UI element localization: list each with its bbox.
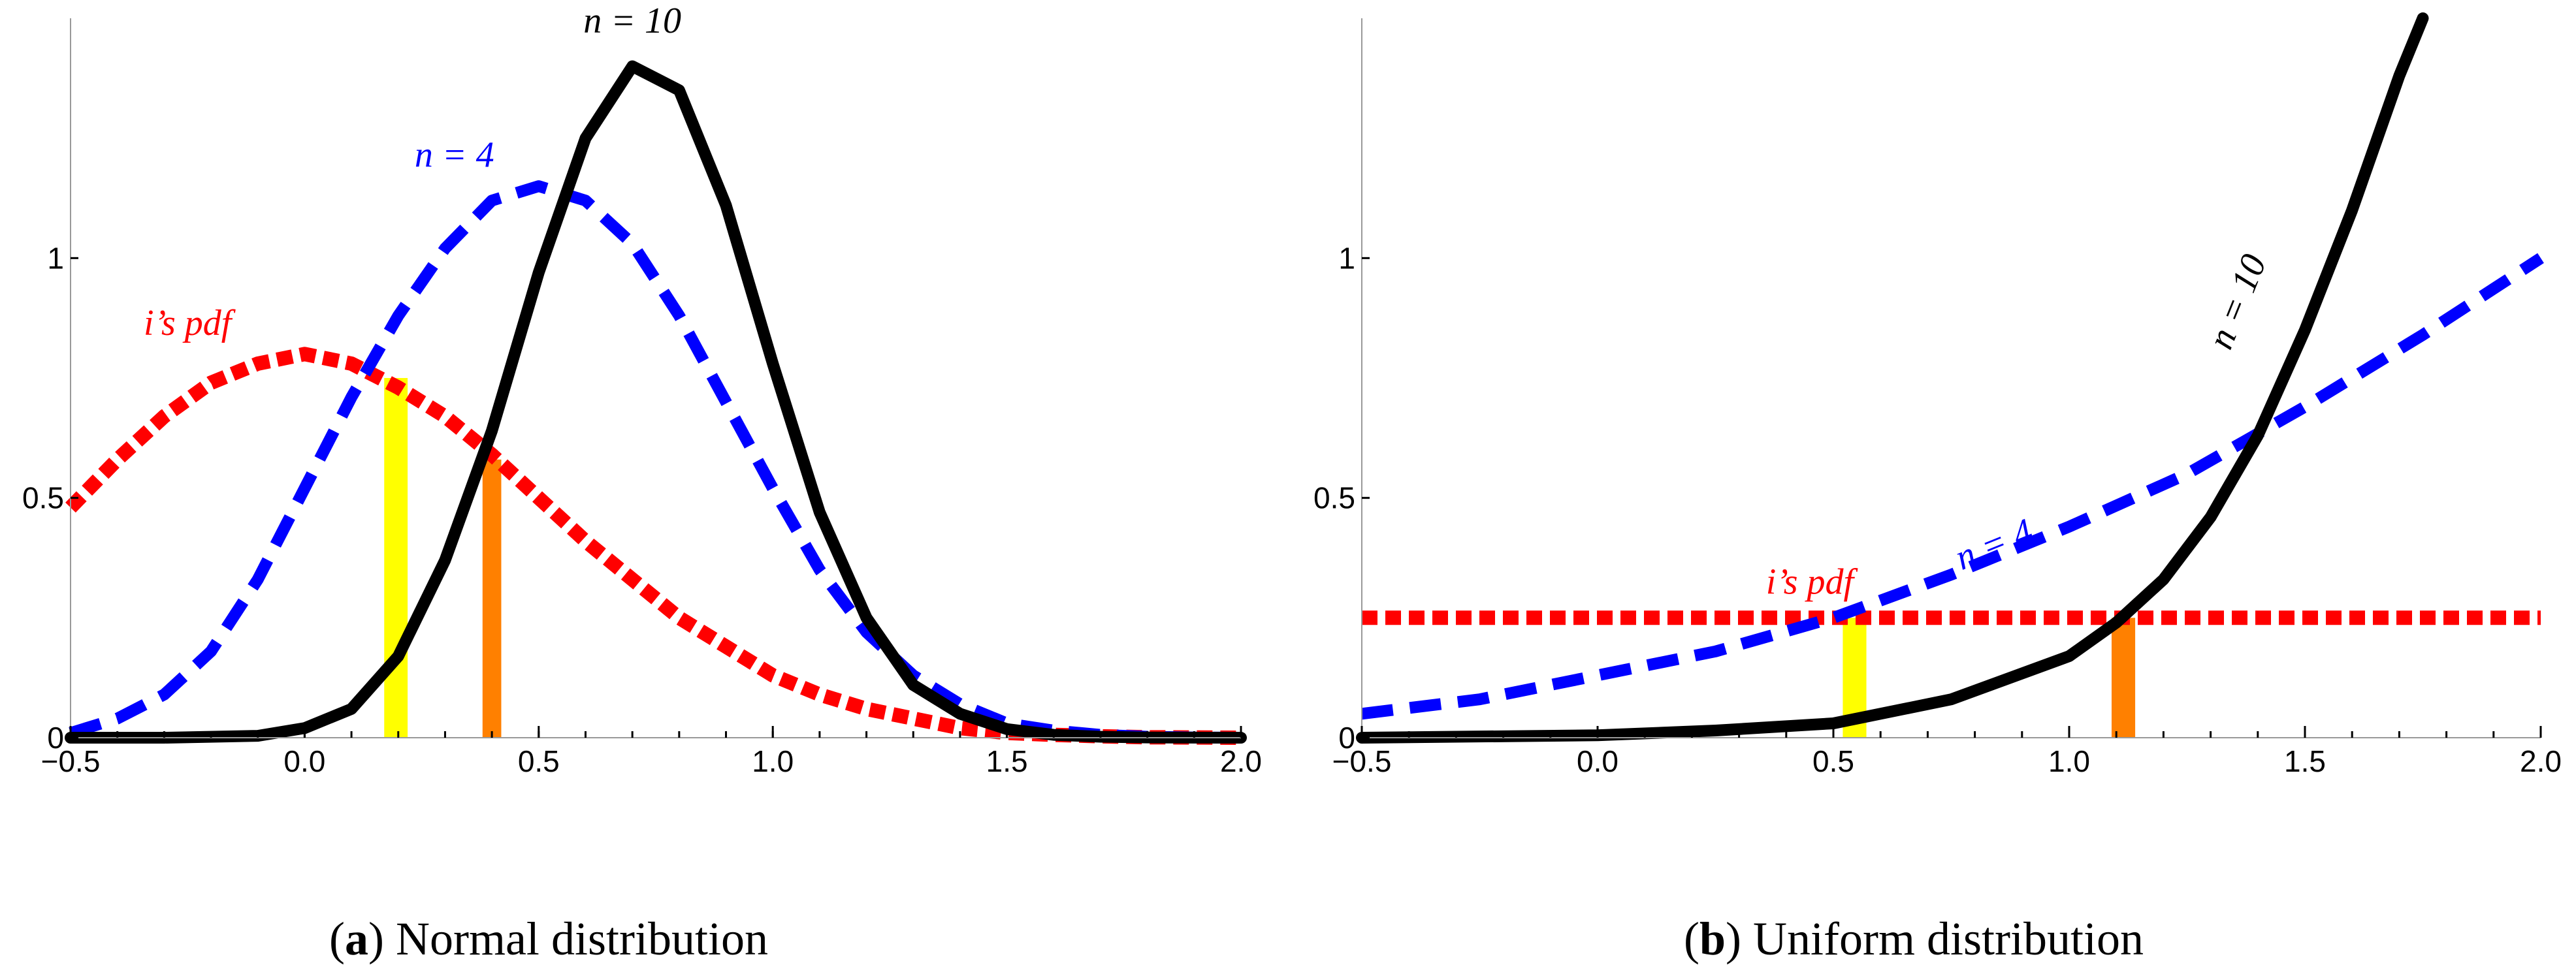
y-tick-label: 0 (1338, 721, 1355, 755)
x-tick-label: −0.5 (41, 744, 101, 778)
x-tick-label: 0.0 (1577, 744, 1618, 778)
caption-b-letter: b (1699, 913, 1726, 965)
x-tick-label: 1.5 (986, 744, 1028, 778)
curve-label-i-s-pdf: i’s pdf (1766, 562, 1859, 603)
y-tick-label: 0 (47, 721, 64, 755)
x-tick-label: 1.0 (752, 744, 794, 778)
y-tick-label: 0.5 (22, 481, 64, 515)
axes-b: −0.5 0.0 0.5 1.0 1.5 2.0 0 0.5 1 (1313, 18, 2562, 778)
x-tick-label: 1.0 (2048, 744, 2090, 778)
axes-a: −0.5 0.0 0.5 1.0 1.5 2.0 0 0.5 1 (22, 18, 1262, 778)
y-tick-label: 1 (47, 241, 64, 275)
x-tick-label: 0.5 (518, 744, 560, 778)
series-line-i-s-pdf (65, 347, 1242, 745)
bars-layer-a (384, 378, 502, 738)
panel-b: −0.5 0.0 0.5 1.0 1.5 2.0 0 0.5 1 i’s pdf n = 4 n =… (1313, 12, 2562, 965)
yellow-bar (384, 378, 408, 738)
curve-label-i-s-pdf: i’s pdf (144, 303, 236, 343)
x-tick-label: 2.0 (2520, 744, 2562, 778)
curve-label-n-10: n = 10 (2200, 249, 2275, 354)
caption-a-letter: a (345, 913, 368, 965)
orange-bar (2111, 618, 2136, 738)
panel-a: −0.5 0.0 0.5 1.0 1.5 2.0 0 0.5 1 i’s pdf n = 4 n =… (22, 1, 1262, 965)
series-line-n-4 (1360, 253, 2544, 720)
y-tick-label: 1 (1338, 241, 1355, 275)
series-line-n-10 (1356, 12, 2429, 744)
orange-bar (482, 459, 502, 738)
series-line-n-10 (65, 60, 1247, 744)
series-layer-a (65, 60, 1247, 745)
x-tick-label: 1.5 (2284, 744, 2326, 778)
series-line-n-4 (69, 180, 1242, 744)
curve-labels-b: i’s pdf n = 4 n = 10 (1766, 249, 2275, 603)
caption-b: (b) Uniform distribution (1684, 913, 2144, 965)
series-layer-b (1356, 12, 2544, 744)
x-tick-label: −0.5 (1332, 744, 1392, 778)
curve-label-n-10: n = 10 (583, 1, 681, 41)
x-tick-label: 0.0 (283, 744, 325, 778)
caption-b-text: Uniform distribution (1753, 913, 2144, 965)
caption-a-text: Normal distribution (396, 913, 768, 965)
x-tick-label: 0.5 (1812, 744, 1854, 778)
curve-labels-a: i’s pdf n = 4 n = 10 (144, 1, 681, 343)
curve-label-n-4: n = 4 (415, 135, 494, 176)
x-tick-label: 2.0 (1220, 744, 1262, 778)
curve-label-n-4: n = 4 (1950, 511, 2038, 578)
caption-a: (a) Normal distribution (329, 913, 768, 965)
y-tick-label: 0.5 (1313, 481, 1355, 515)
